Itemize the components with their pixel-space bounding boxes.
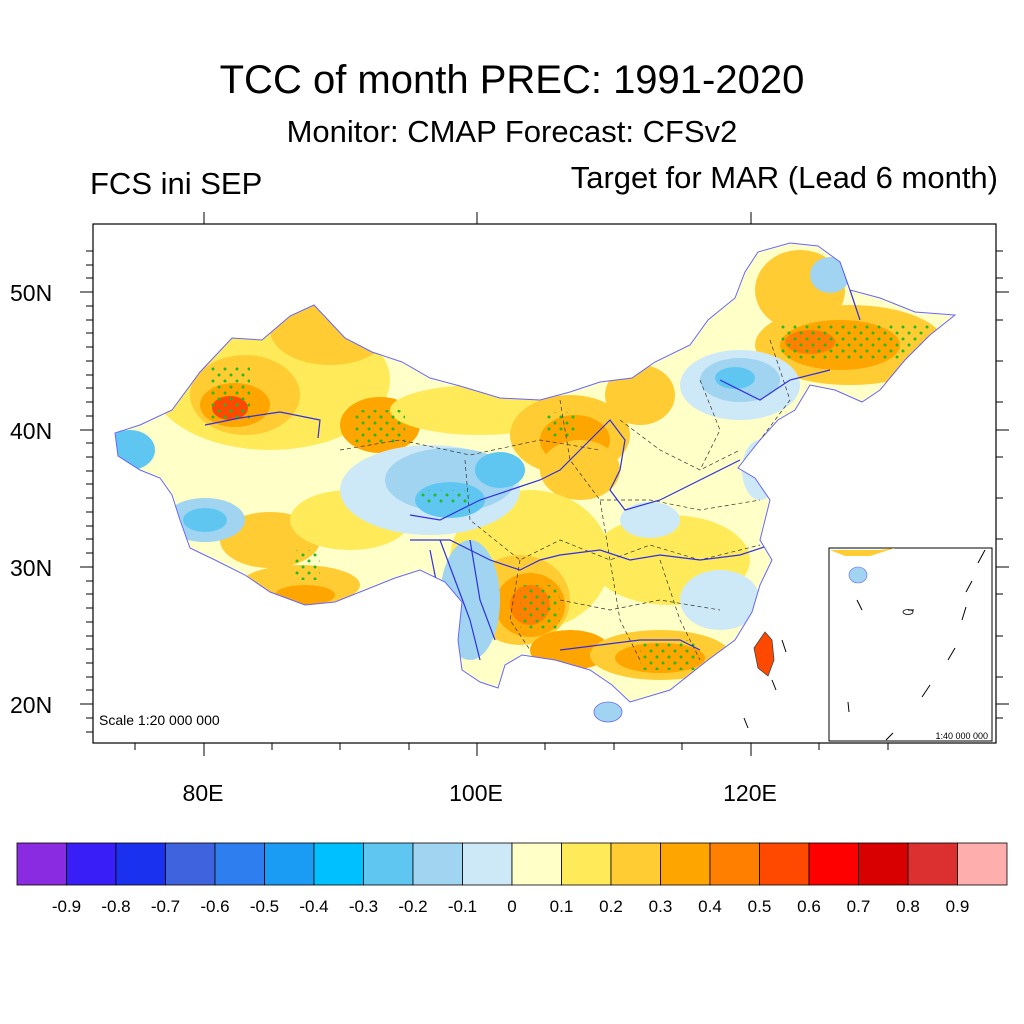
colorbar-tick-label: 0.3 [648,897,673,916]
taiwan-island [753,631,775,677]
colorbar-tick-label: -0.2 [398,897,428,916]
inset-scale-label: 1:40 000 000 [935,731,988,741]
sea-boundary-dashes [743,639,787,729]
colorbar [16,842,1008,886]
colorbar-tick-label: -0.7 [150,897,181,916]
hainan-island [593,701,623,723]
colorbar-tick-label: 0.9 [945,897,970,916]
colorbar-swatch [462,842,513,886]
colorbar-swatch [115,842,166,886]
lon-label-100e: 100E [449,780,503,806]
colorbar-swatch [412,842,463,886]
colorbar-swatch [264,842,315,886]
colorbar-tick-label: 0.7 [846,897,871,916]
colorbar-tick-label: 0.6 [797,897,821,916]
colorbar-swatch [511,842,562,886]
colorbar-swatch [858,842,909,886]
lon-label-80e: 80E [182,780,224,806]
colorbar-swatch [610,842,661,886]
page-title: TCC of month PREC: 1991-2020 [219,58,805,102]
colorbar-swatch [561,842,612,886]
colorbar-swatch [214,842,265,886]
colorbar-tick-label: 0.5 [747,897,772,916]
colorbar-swatch [709,842,760,886]
colorbar-tick-label: 0 [507,897,517,916]
target-label: Target for MAR (Lead 6 month) [570,160,998,195]
colorbar-swatch [808,842,859,886]
colorbar-swatch [660,842,711,886]
colorbar-swatch [165,842,216,886]
lat-label-50n: 50N [10,280,53,306]
colorbar-tick-label: -0.8 [101,897,131,916]
colorbar-tick-label: -0.9 [51,897,82,916]
colorbar-swatch [66,842,117,886]
colorbar-swatch [759,842,810,886]
colorbar-tick-label: 0.2 [599,897,623,916]
colorbar-tick-label: -0.6 [200,897,230,916]
lon-label-120e: 120E [723,780,777,806]
colorbar-swatch [313,842,364,886]
colorbar-tick-label: 0.4 [698,897,722,916]
init-label: FCS ini SEP [90,166,263,201]
inset-content [830,548,986,741]
colorbar-tick-label: 0.8 [896,897,920,916]
colorbar-swatch [907,842,958,886]
colorbar-swatch [363,842,414,886]
colorbar-tick-label: -0.1 [447,897,478,916]
colorbar-tick-label: -0.4 [299,897,329,916]
colorbar-tick-label: 0.1 [549,897,574,916]
colorbar-tick-label: -0.3 [348,897,379,916]
scale-label: Scale 1:20 000 000 [99,712,220,728]
lat-label-40n: 40N [10,418,53,444]
frame-ticks [80,212,1009,756]
colorbar-swatch [957,842,1008,886]
lat-label-30n: 30N [10,555,53,581]
colorbar-tick-label: -0.5 [249,897,280,916]
colorbar-swatch [16,842,67,886]
subtitle: Monitor: CMAP Forecast: CFSv2 [286,114,738,149]
lat-label-20n: 20N [10,692,53,718]
